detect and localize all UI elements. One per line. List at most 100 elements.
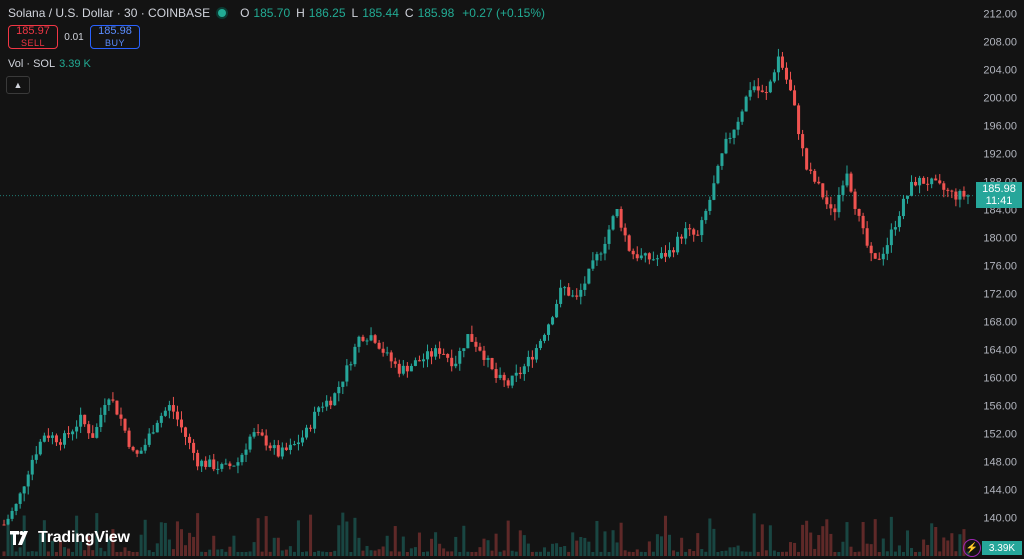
last-price-tag: 185.98 11:41 xyxy=(976,182,1022,208)
candle-body xyxy=(14,503,18,511)
volume-bar xyxy=(204,551,208,556)
volume-bar xyxy=(87,535,91,556)
volume-bar xyxy=(446,551,450,556)
volume-bar xyxy=(300,551,304,556)
volume-bar xyxy=(631,552,635,556)
candle-body xyxy=(938,180,942,184)
candle-body xyxy=(159,415,163,423)
volume-bar xyxy=(829,533,833,556)
volume-bar xyxy=(922,539,926,556)
volume-bar xyxy=(760,524,764,556)
candle-body xyxy=(143,444,147,451)
candle-body xyxy=(83,414,87,425)
volume-bar xyxy=(478,547,482,556)
open-label: O xyxy=(240,6,250,20)
lightning-icon[interactable]: ⚡ xyxy=(963,539,981,557)
tradingview-brand[interactable]: TradingView xyxy=(10,529,130,547)
candle-body xyxy=(450,357,454,367)
volume-legend[interactable]: Vol · SOL 3.39 K xyxy=(8,58,91,70)
candle-body xyxy=(167,405,171,411)
candle-body xyxy=(413,360,417,366)
candle-body xyxy=(147,433,151,445)
volume-tag: 3.39K xyxy=(982,541,1022,555)
symbol-title[interactable]: Solana / U.S. Dollar · 30 · COINBASE xyxy=(8,6,211,20)
volume-bar xyxy=(216,549,220,556)
volume-bar xyxy=(559,546,563,556)
volume-bar xyxy=(147,550,151,556)
candle-body xyxy=(50,435,54,438)
volume-bar xyxy=(930,523,934,556)
collapse-legend-button[interactable]: ▲ xyxy=(6,76,30,94)
volume-bar xyxy=(700,548,704,556)
candle-body xyxy=(559,287,563,304)
candle-body xyxy=(317,407,321,412)
candle-body xyxy=(817,181,821,184)
volume-bar xyxy=(857,551,861,556)
buy-button[interactable]: 185.98 BUY xyxy=(90,25,140,49)
volume-bar xyxy=(530,551,534,556)
price-tick: 192.00 xyxy=(983,149,1017,161)
candle-body xyxy=(853,191,857,209)
tradingview-logo xyxy=(10,531,28,545)
candle-body xyxy=(522,366,526,375)
volume-bar xyxy=(71,551,75,556)
candle-body xyxy=(54,435,58,443)
candle-body xyxy=(752,86,756,91)
candle-body xyxy=(639,255,643,259)
candle-body xyxy=(655,258,659,260)
candle-body xyxy=(365,340,369,342)
volume-bar xyxy=(720,551,724,556)
sell-label: SELL xyxy=(20,37,46,48)
volume-bar xyxy=(889,516,893,556)
volume-bar xyxy=(639,551,643,556)
volume-bar xyxy=(764,550,768,556)
candle-body xyxy=(272,445,276,449)
volume-bar xyxy=(466,551,470,556)
close-label: C xyxy=(404,6,414,20)
volume-bar xyxy=(151,551,155,556)
volume-bar xyxy=(627,551,631,556)
candle-body xyxy=(813,170,817,182)
candle-body xyxy=(732,129,736,138)
volume-bar xyxy=(175,521,179,556)
candle-body xyxy=(942,183,946,190)
volume-bar xyxy=(768,525,772,556)
volume-bar xyxy=(10,532,14,556)
candle-body xyxy=(329,400,333,406)
candle-body xyxy=(426,351,430,360)
volume-bar xyxy=(736,545,740,556)
candle-body xyxy=(280,447,284,457)
volume-bar xyxy=(454,536,458,556)
volume-bar xyxy=(361,550,365,556)
volume-bar xyxy=(506,520,510,556)
price-axis: 136.00140.00144.00148.00152.00156.00160.… xyxy=(983,9,1017,553)
volume-bar xyxy=(946,540,950,556)
volume-bar xyxy=(6,524,10,556)
volume-bar xyxy=(353,517,357,556)
candle-body xyxy=(200,460,204,467)
volume-bar xyxy=(260,551,264,556)
candle-body xyxy=(865,228,869,246)
volume-bar xyxy=(551,543,555,556)
candle-body xyxy=(119,414,123,419)
candle-body xyxy=(575,295,579,297)
volume-bar xyxy=(542,547,546,556)
candle-body xyxy=(571,295,575,297)
volume-bar xyxy=(865,543,869,556)
volume-bar xyxy=(704,551,708,556)
candle-body xyxy=(373,335,377,343)
volume-bar xyxy=(14,551,18,556)
candle-body xyxy=(67,433,71,435)
price-tick: 200.00 xyxy=(983,93,1017,105)
volume-bar xyxy=(841,541,845,556)
market-status-dot[interactable] xyxy=(218,9,227,17)
volume-bar xyxy=(442,548,446,556)
candle-body xyxy=(789,79,793,91)
sell-button[interactable]: 185.97 SELL xyxy=(8,25,58,49)
volume-bar xyxy=(684,551,688,556)
candle-body xyxy=(466,334,470,349)
candle-body xyxy=(881,253,885,260)
volume-bar xyxy=(143,519,147,556)
candle-body xyxy=(216,468,220,470)
